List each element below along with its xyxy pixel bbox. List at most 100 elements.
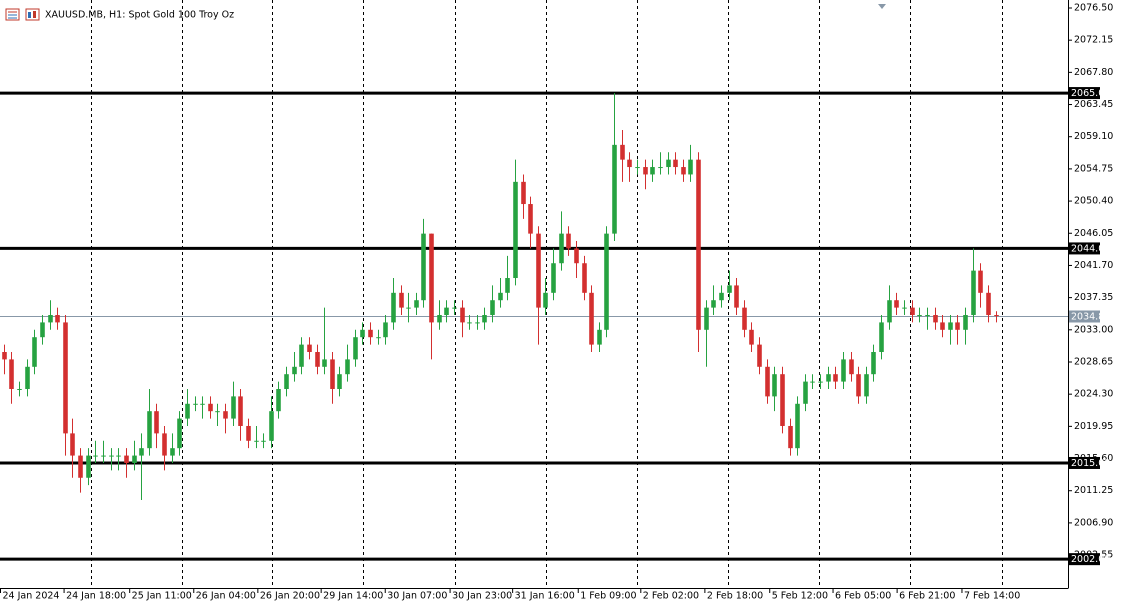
y-tick-label: 2050.40 xyxy=(1074,196,1113,207)
y-tick-label: 2006.90 xyxy=(1074,517,1113,528)
candle-body xyxy=(383,322,388,338)
candle-body xyxy=(635,167,640,169)
candle-body xyxy=(841,359,846,382)
candle-body xyxy=(299,344,304,367)
candle-body xyxy=(414,300,419,308)
x-tick-label: 6 Feb 05:00 xyxy=(835,591,891,602)
candle-body xyxy=(101,455,106,457)
x-tick-label: 26 Jan 04:00 xyxy=(196,591,256,602)
candle-body xyxy=(704,307,709,330)
level-label: 2065.00 xyxy=(1071,88,1110,99)
x-tick-label: 7 Feb 14:00 xyxy=(964,591,1020,602)
candle-body xyxy=(917,315,922,317)
candle-body xyxy=(803,381,808,404)
candle-body xyxy=(521,181,526,205)
candle-body xyxy=(147,411,152,449)
candle-body xyxy=(315,352,320,367)
x-tick-label: 31 Jan 16:00 xyxy=(515,591,575,602)
y-tick-label: 2063.45 xyxy=(1074,99,1113,110)
candle-body xyxy=(399,292,404,308)
y-tick-label: 2011.25 xyxy=(1074,485,1113,496)
shift-marker[interactable] xyxy=(878,4,886,9)
candle-body xyxy=(978,270,983,293)
candle-body xyxy=(307,344,312,353)
last-price-label: 2034.87 xyxy=(1071,312,1110,323)
x-tick-label: 30 Jan 07:00 xyxy=(387,591,447,602)
candle-body xyxy=(696,159,701,330)
candle-body xyxy=(894,300,899,308)
candle-body xyxy=(734,285,739,308)
candle-body xyxy=(933,315,938,323)
candle-body xyxy=(765,366,770,397)
candle-body xyxy=(223,411,228,419)
candle-body xyxy=(124,455,129,463)
y-tick-label: 2028.65 xyxy=(1074,356,1113,367)
candle-body xyxy=(460,307,465,323)
x-tick-label: 29 Jan 14:00 xyxy=(323,591,383,602)
candle-body xyxy=(849,359,854,375)
candle-body xyxy=(536,233,541,308)
candle-body xyxy=(269,411,274,441)
candle-body xyxy=(627,159,632,168)
candle-body xyxy=(749,329,754,345)
candle-body xyxy=(246,425,251,441)
x-tick-label: 30 Jan 23:00 xyxy=(452,591,512,602)
candle-body xyxy=(940,322,945,330)
candle-body xyxy=(910,307,915,316)
x-tick-label: 1 Feb 09:00 xyxy=(580,591,636,602)
icon-chart[interactable] xyxy=(25,8,40,21)
candle-body xyxy=(582,263,587,293)
candle-body xyxy=(666,159,671,168)
candle-body xyxy=(177,418,182,449)
candle-body xyxy=(658,167,663,169)
candle-body xyxy=(93,455,98,457)
candle-body xyxy=(25,366,30,389)
candle-body xyxy=(86,455,91,478)
candle-body xyxy=(498,292,503,301)
candle-body xyxy=(452,307,457,309)
x-tick-label: 2 Feb 02:00 xyxy=(643,591,699,602)
candle-body xyxy=(986,292,991,316)
candle-body xyxy=(711,300,716,308)
y-tick-label: 2046.05 xyxy=(1074,228,1113,239)
candle-body xyxy=(566,233,571,249)
candle-body xyxy=(132,455,137,463)
candle-body xyxy=(467,322,472,324)
candle-body xyxy=(139,448,144,456)
grid xyxy=(91,0,1003,588)
x-tick-label: 24 Jan 18:00 xyxy=(66,591,126,602)
candle-body xyxy=(887,300,892,323)
candle-body xyxy=(688,159,693,175)
candle-body xyxy=(879,322,884,353)
candle-body xyxy=(589,292,594,345)
y-tick-label: 2059.10 xyxy=(1074,131,1113,142)
candle-body xyxy=(261,440,266,442)
candle-body xyxy=(719,292,724,301)
x-tick-label: 2 Feb 18:00 xyxy=(707,591,763,602)
candle-body xyxy=(284,374,289,389)
candle-body xyxy=(276,388,281,412)
candle-body xyxy=(864,374,869,397)
level-box xyxy=(1069,242,1100,255)
candle-body xyxy=(543,292,548,308)
candle-body xyxy=(292,366,297,375)
candle-body xyxy=(681,167,686,175)
candle-body xyxy=(391,292,396,323)
candle-body xyxy=(810,381,815,383)
candle-body xyxy=(254,440,259,442)
candle-body xyxy=(772,374,777,397)
candle-body xyxy=(109,455,114,457)
chart-title: XAUUSD.MB, H1: Spot Gold 100 Troy Oz xyxy=(45,10,234,21)
candle-body xyxy=(612,144,617,234)
candle-body xyxy=(833,374,838,382)
candle-body xyxy=(437,315,442,323)
candle-body xyxy=(40,322,45,338)
candle-body xyxy=(780,374,785,426)
y-tick-label: 2024.30 xyxy=(1074,389,1113,400)
candle-body xyxy=(9,359,14,389)
x-tick-label: 25 Jan 11:00 xyxy=(132,591,192,602)
y-tick-label: 2037.35 xyxy=(1074,292,1113,303)
candle-body xyxy=(368,329,373,338)
candle-body xyxy=(353,337,358,360)
